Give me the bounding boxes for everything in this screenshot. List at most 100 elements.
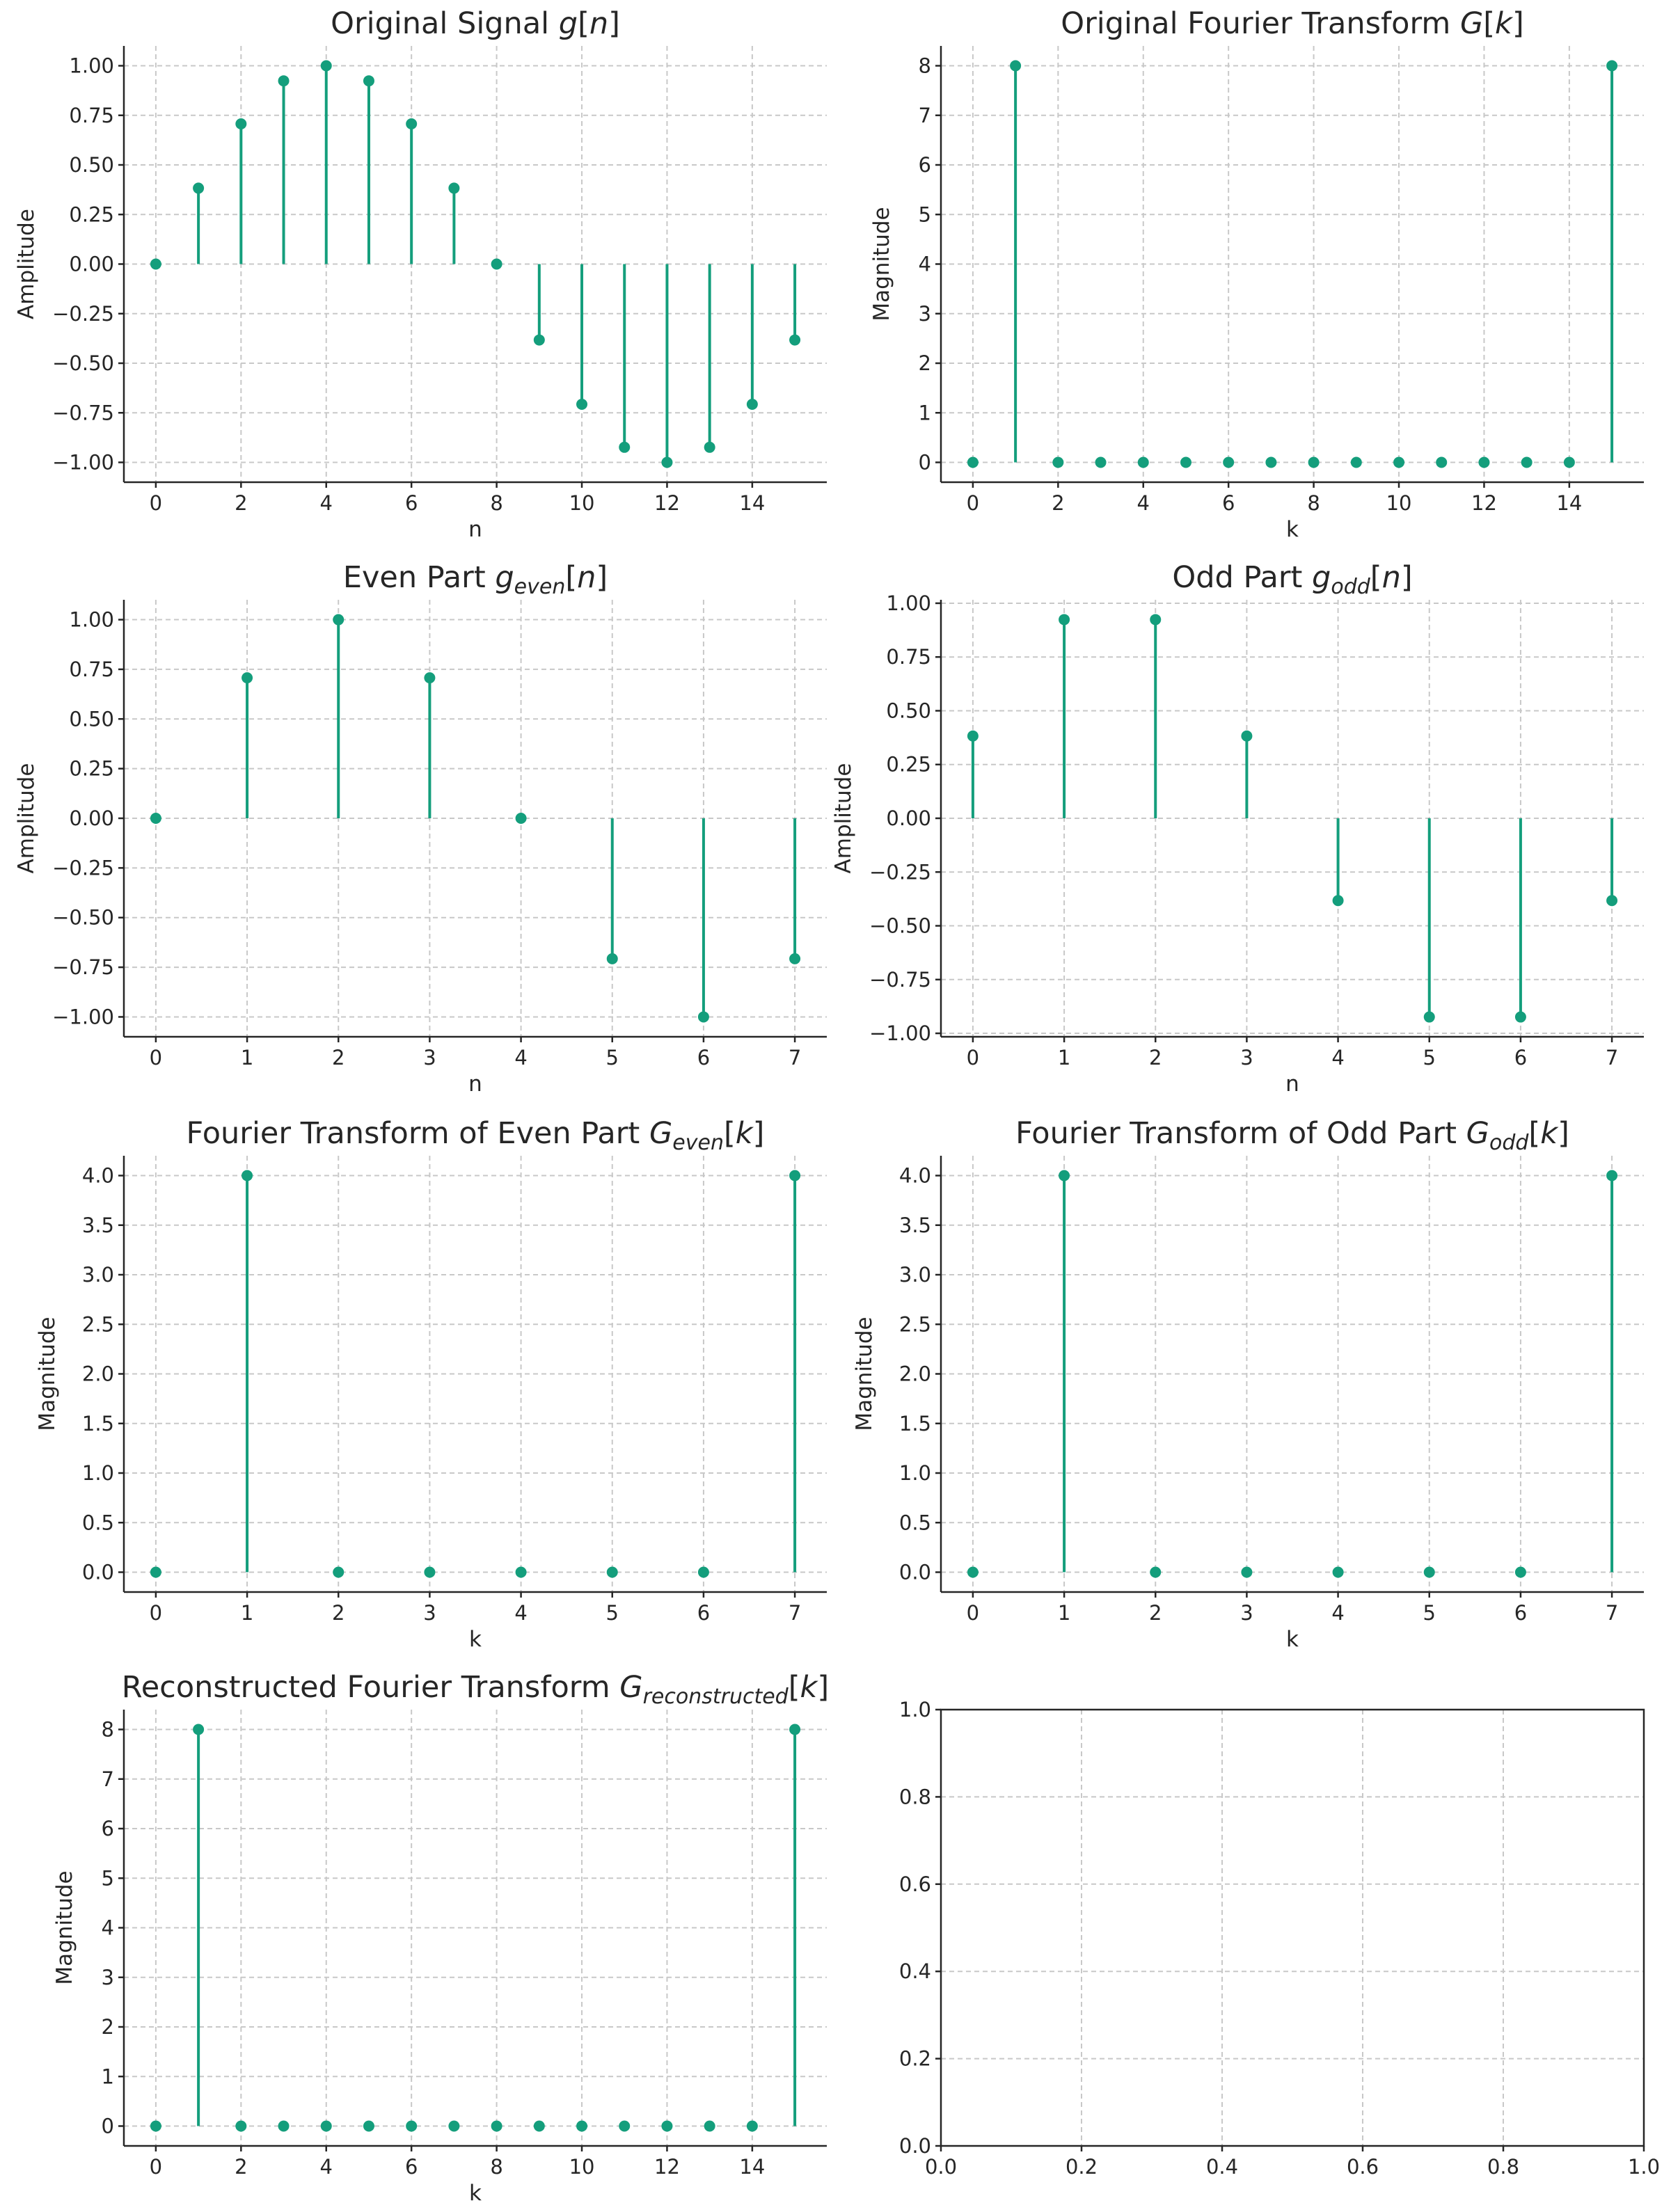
stem-marker: [1241, 1566, 1253, 1578]
y-tick-label: 0.00: [69, 806, 114, 830]
y-tick-label: 0.0: [899, 1561, 931, 1584]
x-tick-label: 5: [1423, 1601, 1436, 1625]
x-tick-label: 4: [1137, 491, 1150, 515]
x-tick-label: 2: [1149, 1601, 1162, 1625]
stem-marker: [704, 441, 715, 453]
y-axis-label: Amplitude: [14, 209, 39, 319]
stem-marker: [424, 672, 436, 684]
x-tick-label: 6: [697, 1046, 710, 1069]
x-tick-label: 10: [569, 491, 595, 515]
y-tick-label: 0.50: [69, 153, 114, 177]
x-axis-label: n: [468, 1072, 482, 1097]
y-tick-label: 0.5: [82, 1511, 114, 1534]
x-tick-label: 8: [490, 2155, 502, 2179]
stem-marker: [515, 1566, 527, 1578]
x-tick-label: 14: [739, 2155, 765, 2179]
stem-marker: [967, 730, 979, 742]
x-tick-label: 6: [1514, 1046, 1527, 1069]
y-tick-label: 1: [919, 401, 931, 424]
x-tick-label: 2: [1052, 491, 1064, 515]
chart-panel-8: 0.0 0.2 0.4 0.6 0.8 1.0 0.0 0.2 0.4 0.6 0.8 1.0: [899, 1698, 1660, 2179]
stem-marker: [150, 2120, 161, 2132]
y-tick-label: 0.75: [886, 645, 931, 669]
x-tick-label: 0: [967, 1601, 979, 1625]
y-tick-label: 3: [102, 1966, 114, 1989]
x-tick-label: 5: [606, 1601, 619, 1625]
y-tick-label: 0.25: [886, 753, 931, 777]
stem-marker: [1606, 60, 1618, 72]
stem-marker: [1332, 895, 1344, 907]
chart-panel-6: 0 1 2 3 4 5 6 7 0.0 0.5 1.0 1.5 2.0 2.5 3.0 3.5 4.0 k Magn…: [852, 1116, 1644, 1652]
y-tick-label: 3.5: [899, 1214, 931, 1237]
x-tick-label: 3: [423, 1601, 436, 1625]
stem-marker: [1606, 895, 1618, 907]
y-tick-label: 0.00: [886, 806, 931, 830]
stem-marker: [1563, 456, 1575, 468]
stem-marker: [1010, 60, 1022, 72]
x-tick-label: 7: [789, 1046, 801, 1069]
y-tick-label: 7: [102, 1767, 114, 1791]
stem-marker: [491, 258, 502, 270]
y-tick-label: 0.50: [886, 699, 931, 722]
x-tick-label: 4: [514, 1601, 527, 1625]
x-tick-label: 7: [789, 1601, 801, 1625]
stem-marker: [697, 1011, 709, 1023]
x-tick-label: 0.4: [1206, 2155, 1238, 2179]
stem-marker: [1423, 1011, 1435, 1023]
stem-marker: [333, 614, 345, 626]
stem-marker: [150, 1566, 161, 1578]
x-tick-label: 2: [1149, 1046, 1162, 1069]
x-tick-label: 3: [423, 1046, 436, 1069]
stem-marker: [1150, 1566, 1162, 1578]
y-tick-label: 8: [102, 1718, 114, 1742]
y-tick-label: 0.00: [69, 253, 114, 276]
stem-marker: [150, 258, 161, 270]
stem-marker: [1137, 456, 1149, 468]
y-tick-label: 2.0: [899, 1362, 931, 1386]
y-tick-label: 0.0: [82, 1561, 114, 1584]
y-tick-label: 7: [919, 104, 931, 127]
chart-title: Reconstructed Fourier Transform Greconst…: [122, 1670, 829, 1709]
y-tick-label: 4.0: [899, 1164, 931, 1188]
stem-marker: [241, 672, 253, 684]
y-tick-label: 0.0: [899, 2134, 931, 2158]
y-tick-label: 5: [919, 202, 931, 226]
y-tick-label: 3.5: [82, 1214, 114, 1237]
x-axis-label: k: [1286, 517, 1299, 542]
stem-marker: [1393, 456, 1405, 468]
x-tick-label: 14: [739, 491, 765, 515]
stem-marker: [1423, 1566, 1435, 1578]
x-tick-label: 4: [320, 491, 333, 515]
chart-title: Original Fourier Transform G[k]: [1061, 6, 1523, 41]
stem-marker: [491, 2120, 502, 2132]
stem-marker: [1436, 456, 1448, 468]
x-axis-label: k: [469, 2181, 482, 2206]
x-tick-label: 4: [320, 2155, 333, 2179]
stem-marker: [533, 334, 545, 346]
stem-marker: [515, 813, 527, 824]
stem-marker: [1180, 456, 1191, 468]
y-tick-label: −1.00: [52, 451, 114, 475]
y-tick-label: 2.5: [899, 1312, 931, 1336]
chart-panel-5: 0 1 2 3 4 5 6 7 0.0 0.5 1.0 1.5 2.0 2.5 3.0 3.5 4.0 k Magn…: [35, 1116, 827, 1652]
y-tick-label: 4.0: [82, 1164, 114, 1188]
x-tick-label: 2: [332, 1046, 345, 1069]
y-axis-label: Amplitude: [14, 763, 39, 874]
stem-marker: [150, 813, 161, 824]
stem-marker: [606, 953, 618, 964]
y-tick-label: 0.25: [69, 202, 114, 226]
stem-marker: [1223, 456, 1235, 468]
x-tick-label: 5: [606, 1046, 619, 1069]
x-tick-label: 0: [967, 1046, 979, 1069]
x-tick-label: 7: [1606, 1601, 1618, 1625]
stem-marker: [448, 182, 460, 194]
chart-panel-1: 0 2 4 6 8 10 12 14 −1.00 −0.75 −0.50 −0.25 0.00 0.25 0…: [14, 6, 827, 542]
stem-marker: [1052, 456, 1064, 468]
stem-marker: [193, 182, 205, 194]
y-tick-label: 0.75: [69, 658, 114, 681]
y-tick-label: −0.25: [52, 302, 114, 326]
stem-marker: [619, 441, 631, 453]
x-tick-label: 12: [654, 491, 680, 515]
y-tick-label: −0.25: [52, 856, 114, 880]
